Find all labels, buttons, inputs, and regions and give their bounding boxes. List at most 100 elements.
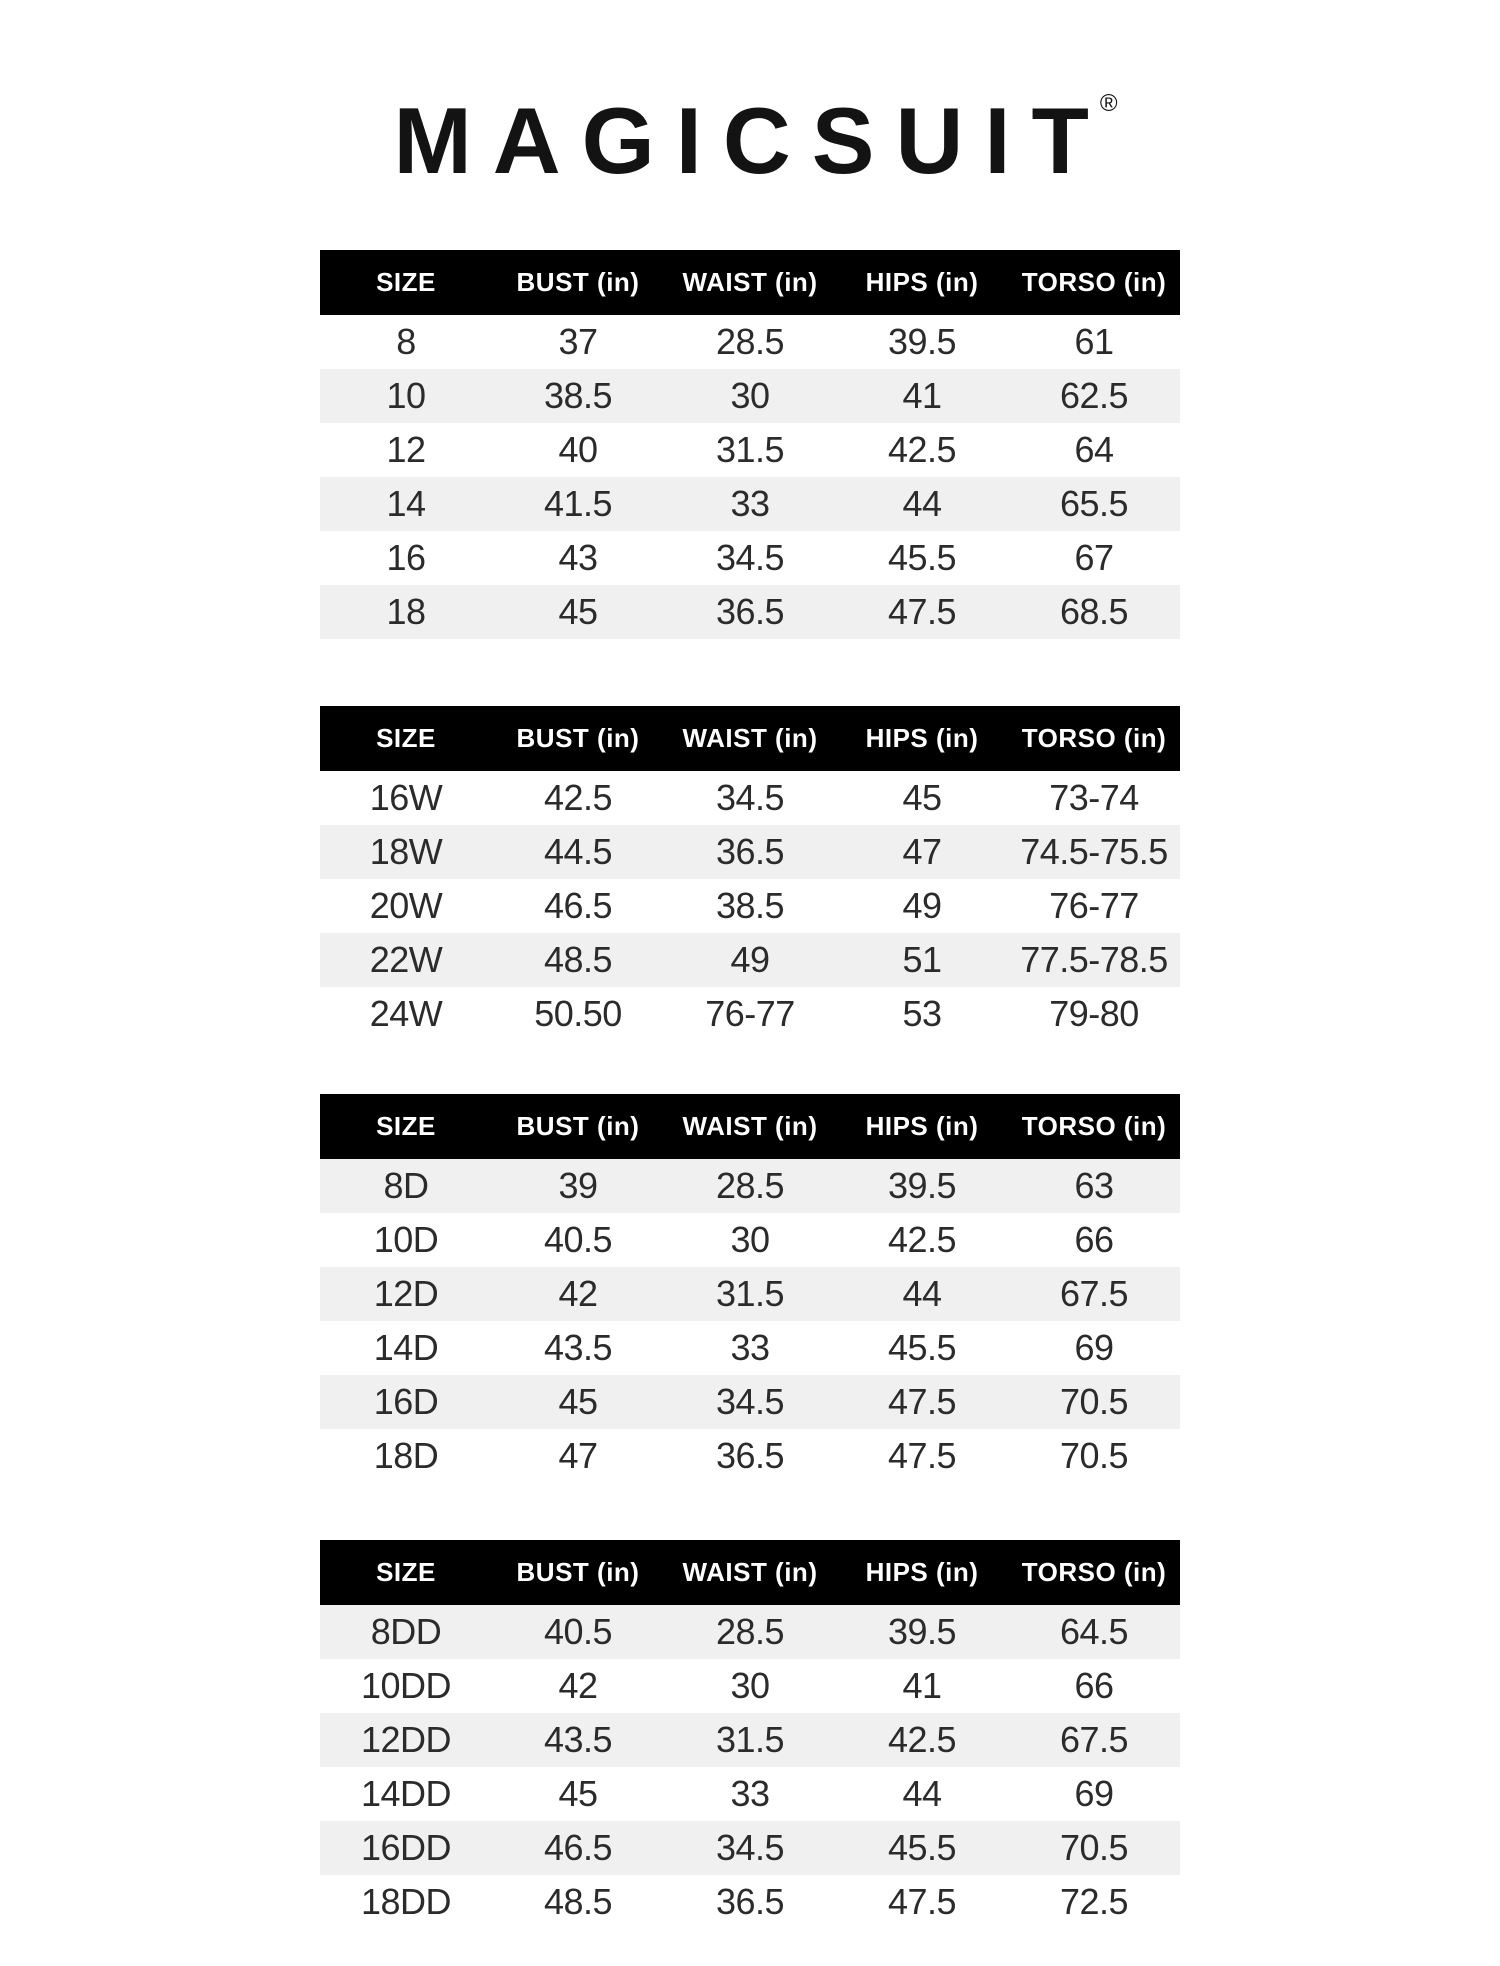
column-header: WAIST (in) [664, 706, 836, 771]
table-cell: 70.5 [1059, 1435, 1129, 1476]
table-cell: 18DD [360, 1881, 452, 1922]
header-row: SIZE BUST (in) WAIST (in) HIPS (in) TORSO (i… [320, 250, 1180, 315]
column-header: BUST (in) [492, 1094, 664, 1159]
table-cell: 41.5 [492, 477, 664, 531]
table-cell: 34.5 [664, 1375, 836, 1429]
table-cell: 40.5 [492, 1605, 664, 1659]
table-cell: 63 [1008, 1159, 1180, 1213]
table-row: 14DD 45 33 44 69 [320, 1767, 1180, 1821]
table-cell: 14DD [360, 1773, 452, 1814]
table-cell: 64.5 [1008, 1605, 1180, 1659]
table-cell: 41 [836, 369, 1008, 423]
table-cell: 67.5 [1008, 1267, 1180, 1321]
size-table-3: SIZE BUST (in) WAIST (in) HIPS (in) TORSO (i… [320, 1094, 1180, 1483]
size-table-2: SIZE BUST (in) WAIST (in) HIPS (in) TORSO (i… [320, 706, 1180, 1041]
table-cell: 69 [1074, 1327, 1114, 1368]
table-cell: 36.5 [664, 585, 836, 639]
table-cell: 42.5 [543, 777, 613, 818]
table-cell: 16W [369, 777, 443, 818]
table-row: 10DD 42 30 41 66 [320, 1659, 1180, 1713]
size-table-4: SIZE BUST (in) WAIST (in) HIPS (in) TORSO (i… [320, 1540, 1180, 1929]
table-cell: 42.5 [836, 1713, 1008, 1767]
table-cell: 39.5 [836, 1159, 1008, 1213]
table-cell: 72.5 [1059, 1881, 1129, 1922]
table-cell: 10DD [360, 1665, 452, 1706]
table-cell: 79-80 [1049, 993, 1139, 1034]
column-header: TORSO (in) [1008, 250, 1180, 315]
table-cell: 36.5 [715, 1881, 785, 1922]
table-cell: 24W [369, 993, 443, 1034]
table-cell: 64 [1074, 429, 1114, 470]
table-cell: 30 [730, 1219, 770, 1260]
table-cell: 47.5 [887, 1881, 957, 1922]
table-cell: 38.5 [715, 885, 785, 926]
table-cell: 48.5 [492, 933, 664, 987]
table-row: 10 38.5 30 41 62.5 [320, 369, 1180, 423]
table-cell: 14D [373, 1327, 439, 1368]
table-cell: 45.5 [887, 1327, 957, 1368]
table-cell: 49 [902, 885, 942, 926]
table-cell: 30 [664, 369, 836, 423]
table-cell: 45 [902, 777, 942, 818]
header-row: SIZE BUST (in) WAIST (in) HIPS (in) TORSO (i… [320, 1094, 1180, 1159]
table-cell: 66 [1074, 1219, 1114, 1260]
table-row: 16DD 46.5 34.5 45.5 70.5 [320, 1821, 1180, 1875]
table-cell: 47.5 [887, 1435, 957, 1476]
table-cell: 8D [320, 1159, 492, 1213]
table-cell: 44 [836, 477, 1008, 531]
table-cell: 18 [320, 585, 492, 639]
table-cell: 40.5 [543, 1219, 613, 1260]
table-cell: 33 [730, 1327, 770, 1368]
table-cell: 28.5 [664, 1605, 836, 1659]
table-cell: 34.5 [715, 537, 785, 578]
table-cell: 45 [492, 1375, 664, 1429]
size-table-1: SIZE BUST (in) WAIST (in) HIPS (in) TORSO (i… [320, 250, 1180, 639]
table-cell: 33 [730, 1773, 770, 1814]
table-cell: 44 [902, 1773, 942, 1814]
table-cell: 68.5 [1008, 585, 1180, 639]
table-cell: 44 [836, 1267, 1008, 1321]
table-cell: 20W [369, 885, 443, 926]
table-cell: 22W [320, 933, 492, 987]
table-cell: 45.5 [887, 537, 957, 578]
table-cell: 37 [558, 321, 598, 362]
table-row: 8DD 40.5 28.5 39.5 64.5 [320, 1605, 1180, 1659]
table-cell: 10 [320, 369, 492, 423]
table-cell: 42.5 [887, 1219, 957, 1260]
table-cell: 76-77 [1049, 885, 1139, 926]
table-row: 20W 46.5 38.5 49 76-77 [320, 879, 1180, 933]
table-cell: 16DD [320, 1821, 492, 1875]
table-cell: 69 [1074, 1773, 1114, 1814]
table-row: 18W 44.5 36.5 47 74.5-75.5 [320, 825, 1180, 879]
table-cell: 12DD [320, 1713, 492, 1767]
table-cell: 46.5 [492, 1821, 664, 1875]
brand-logo: MAGICSUIT® [372, 92, 1127, 188]
table-row: 12D 42 31.5 44 67.5 [320, 1267, 1180, 1321]
table-cell: 67.5 [1008, 1713, 1180, 1767]
table-cell: 47 [836, 825, 1008, 879]
table-cell: 10D [373, 1219, 439, 1260]
table-row: 12 40 31.5 42.5 64 [320, 423, 1180, 477]
table-cell: 36.5 [664, 825, 836, 879]
table-cell: 43.5 [492, 1713, 664, 1767]
column-header: HIPS (in) [836, 706, 1008, 771]
table-cell: 31.5 [664, 1267, 836, 1321]
table-cell: 66 [1074, 1665, 1114, 1706]
table-cell: 40 [558, 429, 598, 470]
table-cell: 14 [320, 477, 492, 531]
table-cell: 42 [558, 1665, 598, 1706]
table-cell: 34.5 [664, 1821, 836, 1875]
table-cell: 42 [492, 1267, 664, 1321]
table-cell: 47 [558, 1435, 598, 1476]
table-cell: 42.5 [887, 429, 957, 470]
table-cell: 36.5 [715, 1435, 785, 1476]
table-cell: 34.5 [715, 777, 785, 818]
column-header: WAIST (in) [664, 1094, 836, 1159]
table-cell: 43 [558, 537, 598, 578]
table-row: 10D 40.5 30 42.5 66 [320, 1213, 1180, 1267]
table-cell: 61 [1074, 321, 1114, 362]
table-cell: 45 [558, 1773, 598, 1814]
table-cell: 28.5 [664, 1159, 836, 1213]
column-header: WAIST (in) [664, 250, 836, 315]
table-row: 16W 42.5 34.5 45 73-74 [320, 771, 1180, 825]
